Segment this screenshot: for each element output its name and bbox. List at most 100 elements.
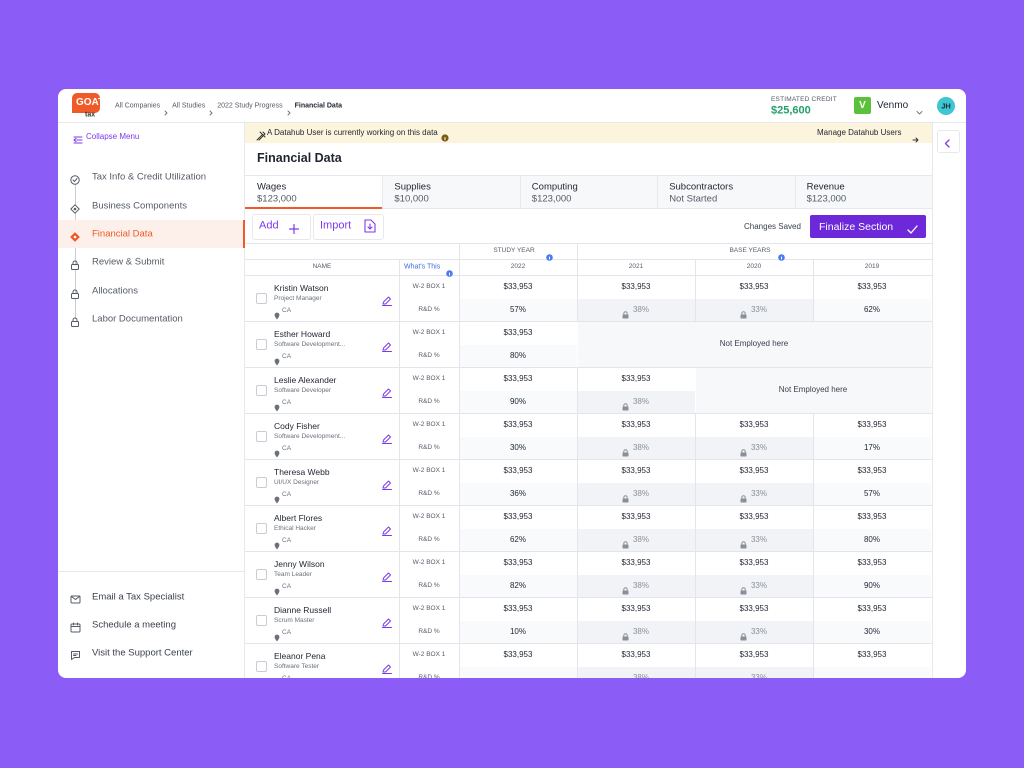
rd-cell-bg <box>578 667 695 678</box>
checkbox[interactable] <box>256 293 267 304</box>
lock-icon <box>740 444 747 457</box>
location-pin <box>274 537 280 550</box>
wage-value: $33,953 <box>621 604 651 613</box>
rd-cell-bg <box>578 299 695 321</box>
step-label[interactable]: Business Components <box>92 200 188 212</box>
breadcrumb[interactable]: All Studies <box>172 102 206 110</box>
tab[interactable] <box>519 176 658 209</box>
table-rule <box>577 551 578 597</box>
rd-cell-bg <box>460 391 577 413</box>
icon-part <box>72 260 78 265</box>
add-label[interactable]: Add <box>259 219 279 232</box>
avatar[interactable]: JH <box>941 101 951 111</box>
icon-part <box>70 622 81 627</box>
account-chevron <box>916 103 923 115</box>
lock-icon <box>622 628 629 641</box>
step-label[interactable]: Allocations <box>92 285 138 297</box>
tab-name[interactable]: Revenue <box>806 181 845 193</box>
edit-icon <box>382 569 392 582</box>
table-rule <box>399 551 400 597</box>
tab[interactable] <box>657 176 795 209</box>
checkbox[interactable] <box>256 569 267 580</box>
support-link[interactable]: Schedule a meeting <box>92 619 176 631</box>
row-label: R&D % <box>418 673 440 678</box>
employee-name: Albert Flores <box>274 512 323 523</box>
table-rule <box>245 459 932 460</box>
employee-location: CA <box>282 444 292 452</box>
import-label[interactable]: Import <box>320 219 352 232</box>
add-button[interactable] <box>252 214 311 240</box>
edit-icon <box>382 293 392 306</box>
step-label[interactable]: Financial Data <box>92 228 153 240</box>
location-pin <box>274 675 280 678</box>
checkbox[interactable] <box>256 339 267 350</box>
breadcrumb[interactable]: 2022 Study Progress <box>217 102 283 110</box>
tab[interactable] <box>794 176 932 209</box>
lock-icon <box>622 398 629 411</box>
icon-part <box>288 223 300 235</box>
row-label: W-2 BOX 1 <box>412 420 446 428</box>
wage-value: $33,953 <box>739 512 769 521</box>
support-link[interactable]: Email a Tax Specialist <box>92 591 185 603</box>
collapse-menu[interactable]: Collapse Menu <box>86 132 140 141</box>
icon-part <box>70 175 80 185</box>
tab-name[interactable]: Supplies <box>394 181 431 193</box>
icon-part <box>741 587 746 591</box>
tab-value: Not Started <box>669 193 718 205</box>
checkbox[interactable] <box>256 615 267 626</box>
icon-part <box>623 495 628 499</box>
tab-name[interactable]: Subcontractors <box>669 181 734 193</box>
checkbox[interactable] <box>256 385 267 396</box>
rd-value: 38% <box>632 489 649 498</box>
icon-part <box>274 404 280 412</box>
wage-value: $33,953 <box>739 466 769 475</box>
help-link[interactable]: What's This <box>404 263 441 271</box>
icon-part <box>274 588 280 596</box>
rd-cell-bg <box>814 529 931 551</box>
employee-name: Leslie Alexander <box>274 374 337 385</box>
tab-name[interactable]: Wages <box>257 181 287 193</box>
icon-part <box>274 588 280 596</box>
icon-part <box>622 311 629 319</box>
employee-location: CA <box>282 490 292 498</box>
info-icon <box>446 264 453 277</box>
finalize-button[interactable] <box>810 215 926 238</box>
tab[interactable] <box>245 176 383 209</box>
manage-arrow <box>912 130 919 143</box>
icon-part <box>944 139 950 148</box>
manage-users[interactable]: Manage Datahub Users <box>817 128 902 137</box>
step-label[interactable]: Labor Documentation <box>92 313 183 325</box>
step-label[interactable]: Review & Submit <box>92 256 165 268</box>
icon-part <box>287 110 291 116</box>
support-link[interactable]: Visit the Support Center <box>92 647 193 659</box>
import-button[interactable] <box>313 214 384 240</box>
tab[interactable] <box>382 176 520 209</box>
checkbox[interactable] <box>256 523 267 534</box>
header-border <box>58 122 966 123</box>
table-rule <box>459 321 460 367</box>
icon-part <box>740 498 747 503</box>
checkbox[interactable] <box>256 431 267 442</box>
rd-value: 57% <box>863 489 880 498</box>
rd-value: 57% <box>509 305 526 314</box>
table: STUDY YEAR BASE YEARS NAME What's This 2022 2… <box>245 243 932 678</box>
icon-part <box>72 317 78 322</box>
step-label[interactable]: Tax Info & Credit Utilization <box>92 171 207 183</box>
icon-part <box>274 542 280 550</box>
icon-part <box>288 223 300 235</box>
tab-name[interactable]: Computing <box>531 181 578 193</box>
account-name[interactable]: Venmo <box>877 100 909 111</box>
employee-name: Esther Howard <box>274 328 331 339</box>
wage-value: $33,953 <box>857 604 887 613</box>
icon-part <box>912 137 919 143</box>
icon-part <box>741 311 746 315</box>
finalize-label[interactable]: Finalize Section <box>819 220 894 233</box>
checkbox[interactable] <box>256 477 267 488</box>
employee-location: CA <box>282 306 292 314</box>
checkbox[interactable] <box>256 661 267 672</box>
breadcrumb[interactable]: All Companies <box>115 102 161 110</box>
tab-value: $10,000 <box>394 193 429 205</box>
rd-value: 38% <box>632 581 649 590</box>
icon-part <box>70 204 80 214</box>
icon-part <box>623 541 628 545</box>
